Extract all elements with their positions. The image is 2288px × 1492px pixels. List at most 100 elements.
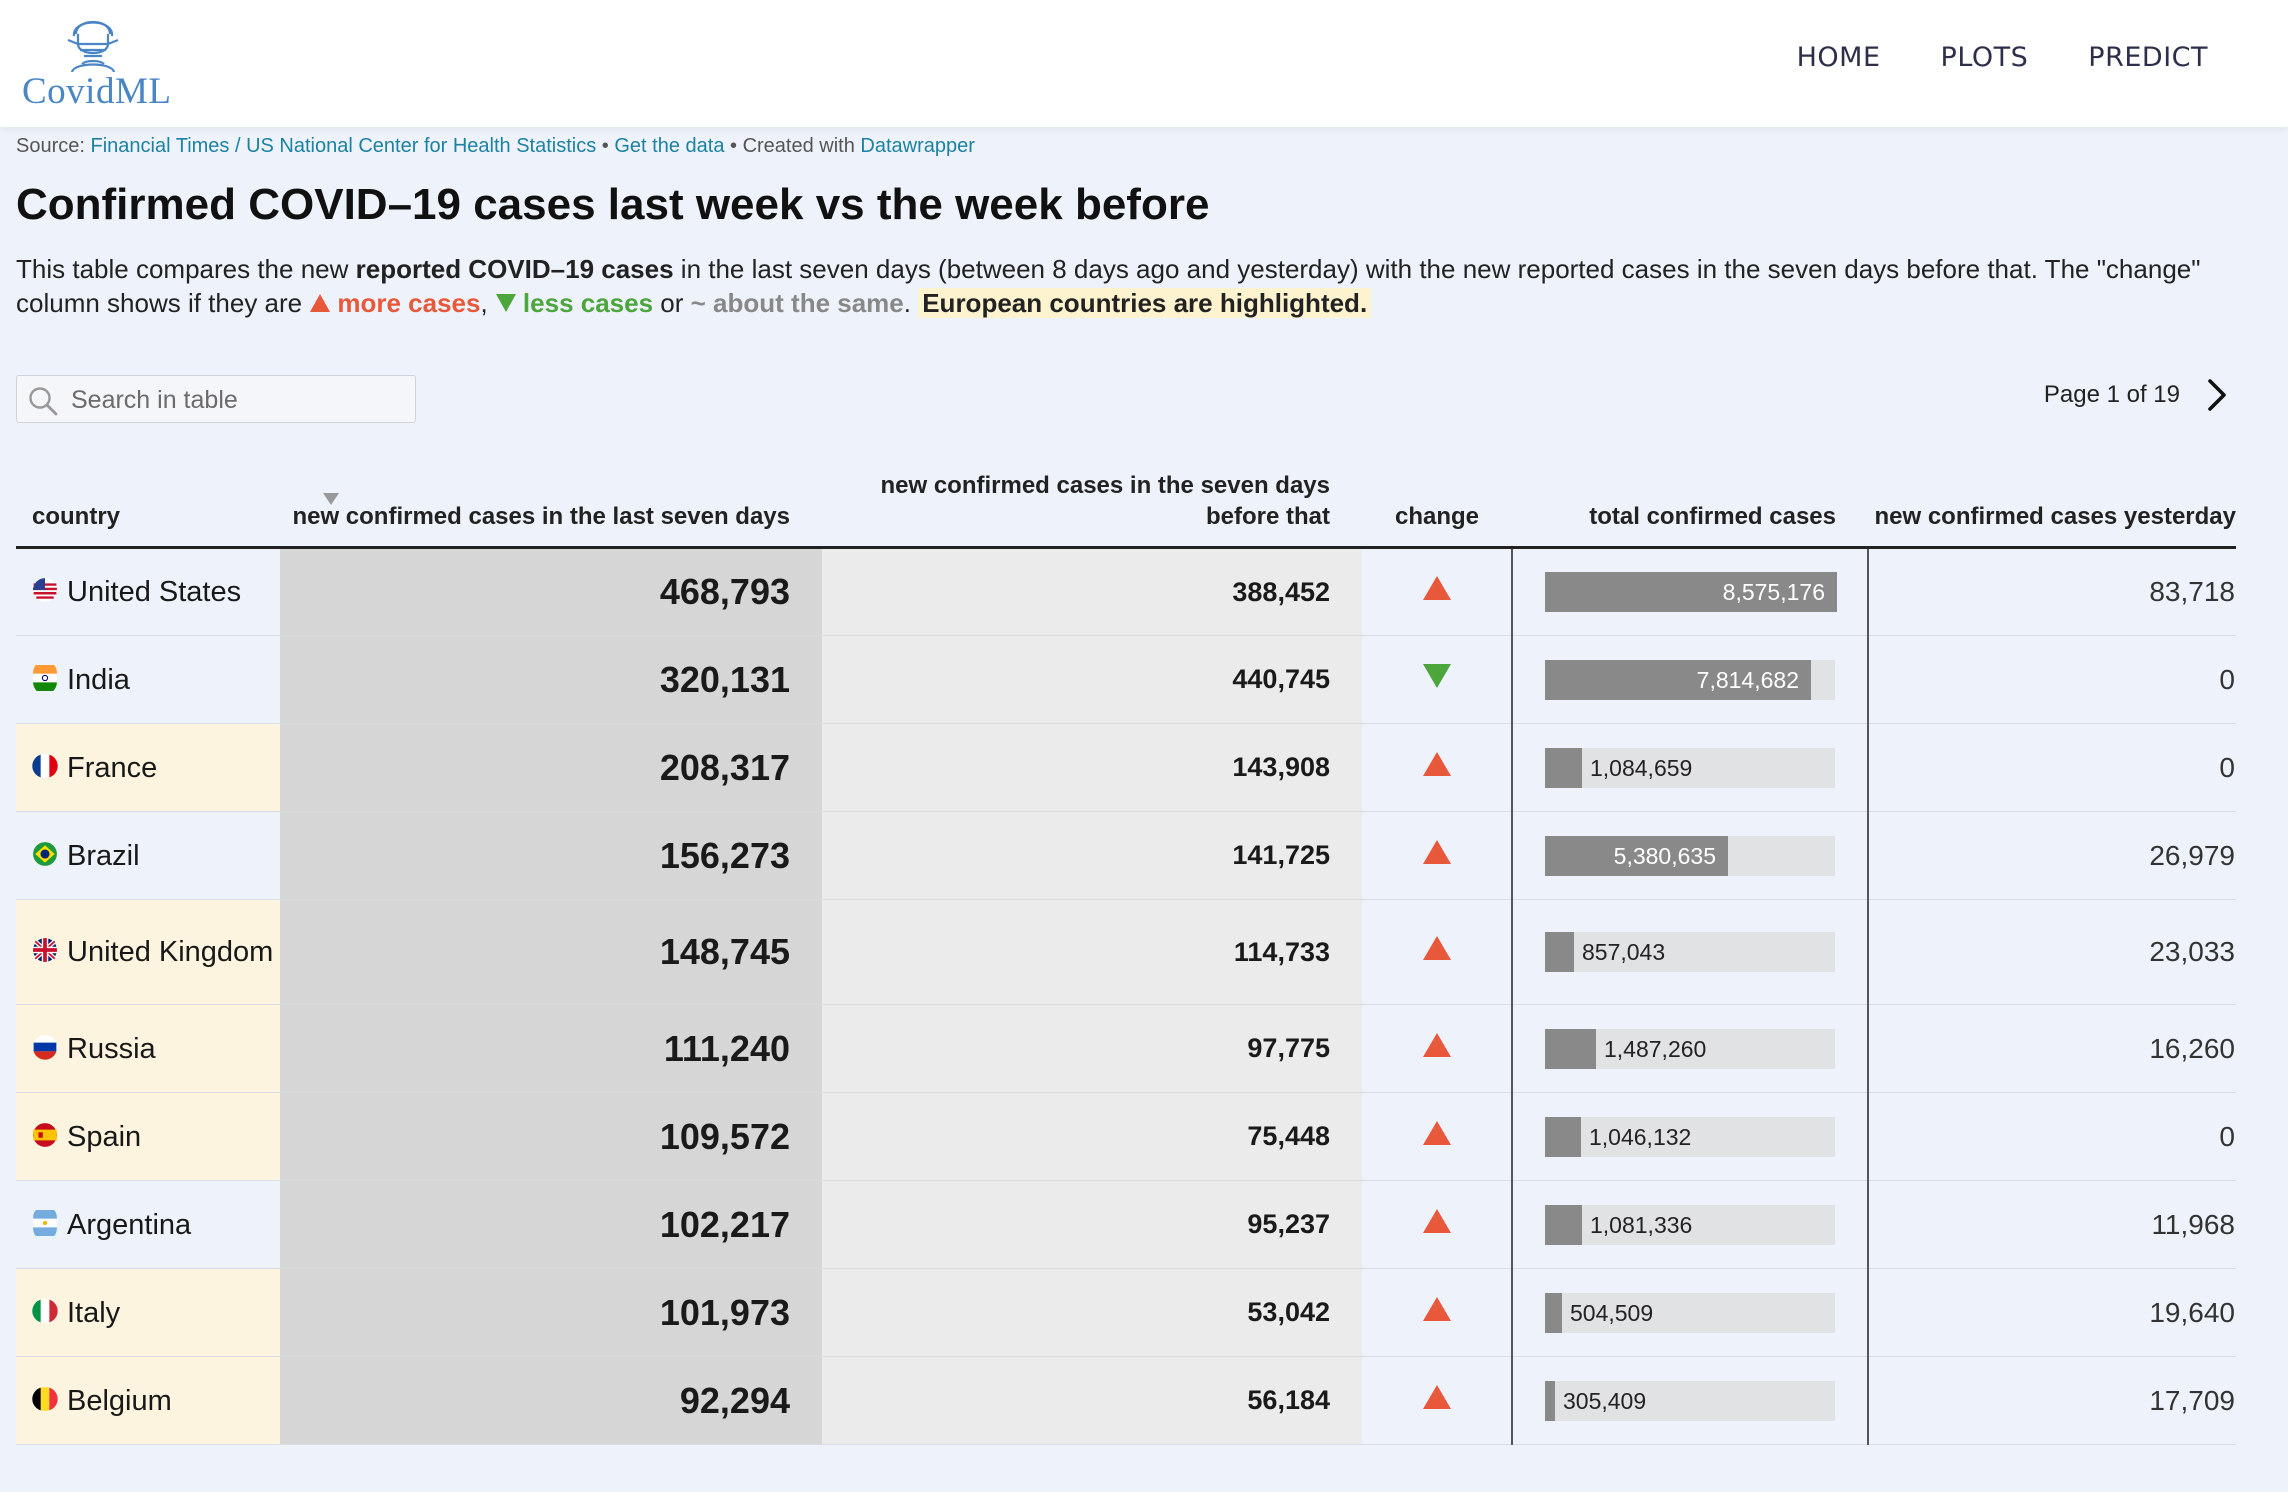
- cell-change: [1362, 1356, 1512, 1445]
- table-description: This table compares the new reported COV…: [16, 252, 2256, 320]
- covid-cases-table: country new confirmed cases in the last …: [16, 470, 2236, 1445]
- cell-yesterday: 83,718: [1868, 547, 2236, 636]
- less-cases-label: less cases: [522, 288, 654, 318]
- col-header-before7[interactable]: new confirmed cases in the seven days be…: [822, 470, 1362, 549]
- total-bar-label: 1,084,659: [1590, 754, 1693, 781]
- table-row: Russia 111,240 97,775 1,487,260 16,260: [16, 1004, 2236, 1093]
- cell-last7: 92,294: [280, 1356, 822, 1445]
- table-row: Argentina 102,217 95,237 1,081,336 11,96…: [16, 1180, 2236, 1269]
- total-bar-track: 1,487,260: [1545, 1028, 1835, 1069]
- triangle-up-icon: [1422, 751, 1451, 776]
- col-header-change[interactable]: change: [1362, 470, 1512, 549]
- cell-last7: 109,572: [280, 1092, 822, 1181]
- search-input[interactable]: [69, 382, 403, 418]
- total-bar: [1545, 1028, 1596, 1069]
- total-bar-track: 7,814,682: [1545, 659, 1835, 700]
- col-header-total[interactable]: total confirmed cases: [1512, 470, 1868, 549]
- desc-text: This table compares the new: [16, 254, 356, 284]
- total-bar-label: 504,509: [1570, 1299, 1654, 1326]
- cell-change: [1362, 899, 1512, 1005]
- cell-country: Argentina: [16, 1180, 280, 1269]
- country-name: Russia: [67, 1032, 156, 1065]
- cell-country: France: [16, 723, 280, 812]
- cell-change: [1362, 547, 1512, 636]
- masked-face-icon: [67, 21, 119, 72]
- total-bar: [1545, 659, 1811, 700]
- search-box[interactable]: [16, 375, 416, 423]
- triangle-up-icon: [1422, 1032, 1451, 1057]
- total-bar-track: 1,046,132: [1545, 1116, 1835, 1157]
- total-bar-label: 857,043: [1582, 939, 1666, 965]
- total-bar: [1545, 932, 1574, 972]
- table-body: United States 468,793 388,452 8,575,176 …: [16, 547, 2236, 1445]
- country-name: France: [67, 751, 158, 784]
- desc-text: .: [903, 288, 919, 318]
- cell-country: Belgium: [16, 1356, 280, 1445]
- table-row: Italy 101,973 53,042 504,509 19,640: [16, 1268, 2236, 1357]
- flag-in-icon: [33, 664, 57, 691]
- total-bar-track: 305,409: [1545, 1380, 1835, 1421]
- cell-before7: 95,237: [822, 1180, 1362, 1269]
- country-name: United States: [67, 576, 242, 608]
- europe-highlight-note: European countries are highlighted.: [918, 288, 1372, 318]
- cell-total: 1,084,659: [1511, 723, 1869, 812]
- main-nav: HOME PLOTS PREDICT: [1797, 42, 2208, 73]
- nav-predict[interactable]: PREDICT: [2088, 42, 2208, 73]
- covidml-logo[interactable]: CovidML: [18, 10, 171, 112]
- cell-total: 857,043: [1511, 899, 1869, 1005]
- col-header-yesterday[interactable]: new confirmed cases yesterday: [1868, 470, 2236, 549]
- triangle-up-icon: [1422, 1296, 1451, 1321]
- cell-last7: 208,317: [280, 723, 822, 812]
- desc-text: in the last seven days (between 8 days a…: [16, 254, 2201, 318]
- cell-change: [1362, 1092, 1512, 1181]
- total-bar: [1545, 835, 1728, 876]
- cell-last7: 148,745: [280, 899, 822, 1005]
- flag-es-icon: [33, 1122, 57, 1147]
- flag-be-icon: [32, 1386, 58, 1411]
- table-row: United States 468,793 388,452 8,575,176 …: [16, 547, 2236, 636]
- search-icon: [29, 387, 58, 416]
- triangle-down-icon: [495, 294, 516, 312]
- flag-gb-icon: [33, 938, 57, 962]
- nav-plots[interactable]: PLOTS: [1940, 42, 2029, 73]
- cell-last7: 468,793: [280, 547, 822, 636]
- flag-fr-icon: [32, 753, 58, 778]
- triangle-up-icon: [1422, 936, 1451, 960]
- triangle-up-icon: [1422, 1384, 1451, 1409]
- datawrapper-link[interactable]: Datawrapper: [860, 135, 975, 157]
- cell-change: [1362, 723, 1512, 812]
- total-bar-track: 1,081,336: [1545, 1204, 1835, 1245]
- total-bar-track: 1,084,659: [1545, 747, 1835, 788]
- col-header-last7[interactable]: new confirmed cases in the last seven da…: [280, 470, 822, 549]
- total-bar-track: 504,509: [1545, 1292, 1835, 1333]
- triangle-up-icon: [1422, 839, 1451, 864]
- cell-yesterday: 0: [1868, 723, 2236, 812]
- col-header-country[interactable]: country: [16, 470, 280, 549]
- pagination: Page 1 of 19: [2044, 378, 2228, 412]
- country-name: Italy: [67, 1296, 121, 1329]
- about-same-label: ~ about the same: [690, 288, 904, 318]
- total-bar-track: 857,043: [1545, 932, 1835, 972]
- flag-us-icon: [33, 578, 57, 602]
- cell-total: 305,409: [1511, 1356, 1869, 1445]
- cell-total: 504,509: [1511, 1268, 1869, 1357]
- source-line: Source: Financial Times / US National Ce…: [16, 135, 975, 158]
- flag-ru-icon: [33, 1034, 57, 1060]
- country-name: Brazil: [67, 839, 140, 872]
- next-page-button[interactable]: [2206, 378, 2228, 412]
- total-bar: [1545, 572, 1837, 612]
- source-link[interactable]: Financial Times / US National Center for…: [90, 135, 597, 157]
- total-bar-label: 5,380,635: [1613, 842, 1716, 869]
- get-data-link[interactable]: Get the data: [614, 135, 725, 157]
- cell-before7: 440,745: [822, 635, 1362, 724]
- cell-yesterday: 23,033: [1868, 899, 2236, 1005]
- desc-bold: reported COVID–19 cases: [355, 254, 674, 284]
- triangle-up-icon: [310, 294, 331, 312]
- cell-yesterday: 19,640: [1868, 1268, 2236, 1357]
- page-title: Confirmed COVID–19 cases last week vs th…: [16, 180, 1210, 229]
- nav-home[interactable]: HOME: [1796, 42, 1881, 73]
- cell-country: Russia: [16, 1004, 280, 1093]
- table-row: India 320,131 440,745 7,814,682 0: [16, 635, 2236, 724]
- cell-country: United States: [16, 547, 280, 636]
- cell-before7: 141,725: [822, 811, 1362, 900]
